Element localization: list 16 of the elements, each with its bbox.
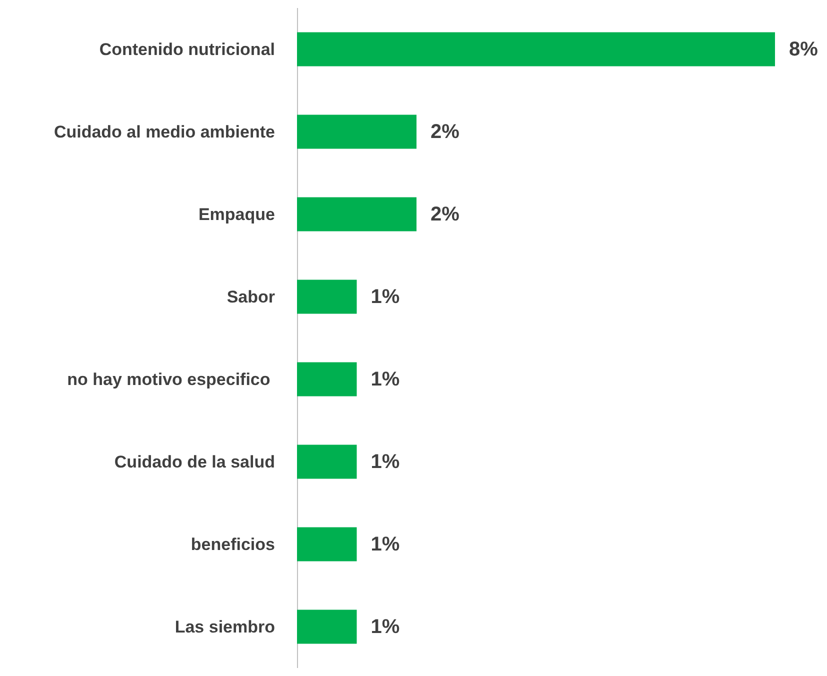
y-tick-label: Contenido nutricional <box>99 40 275 59</box>
data-label: 1% <box>370 616 400 638</box>
data-label: 2% <box>430 203 460 226</box>
data-label: 8% <box>789 38 818 60</box>
data-label: 1% <box>370 286 400 308</box>
y-tick-label: beneficios <box>190 534 275 554</box>
y-tick-label: Cuidado al medio ambiente <box>54 122 275 142</box>
y-tick-label: Cuidado de la salud <box>114 452 275 472</box>
y-tick-label: Las siembro <box>174 617 275 636</box>
data-label: 2% <box>430 120 460 143</box>
y-tick-label: Sabor <box>226 287 276 306</box>
y-tick-label: no hay motivo especifico <box>67 370 275 389</box>
data-label: 1% <box>370 450 400 473</box>
y-tick-label: Empaque <box>198 204 275 224</box>
data-label: 1% <box>370 368 400 390</box>
data-label: 1% <box>370 533 400 556</box>
